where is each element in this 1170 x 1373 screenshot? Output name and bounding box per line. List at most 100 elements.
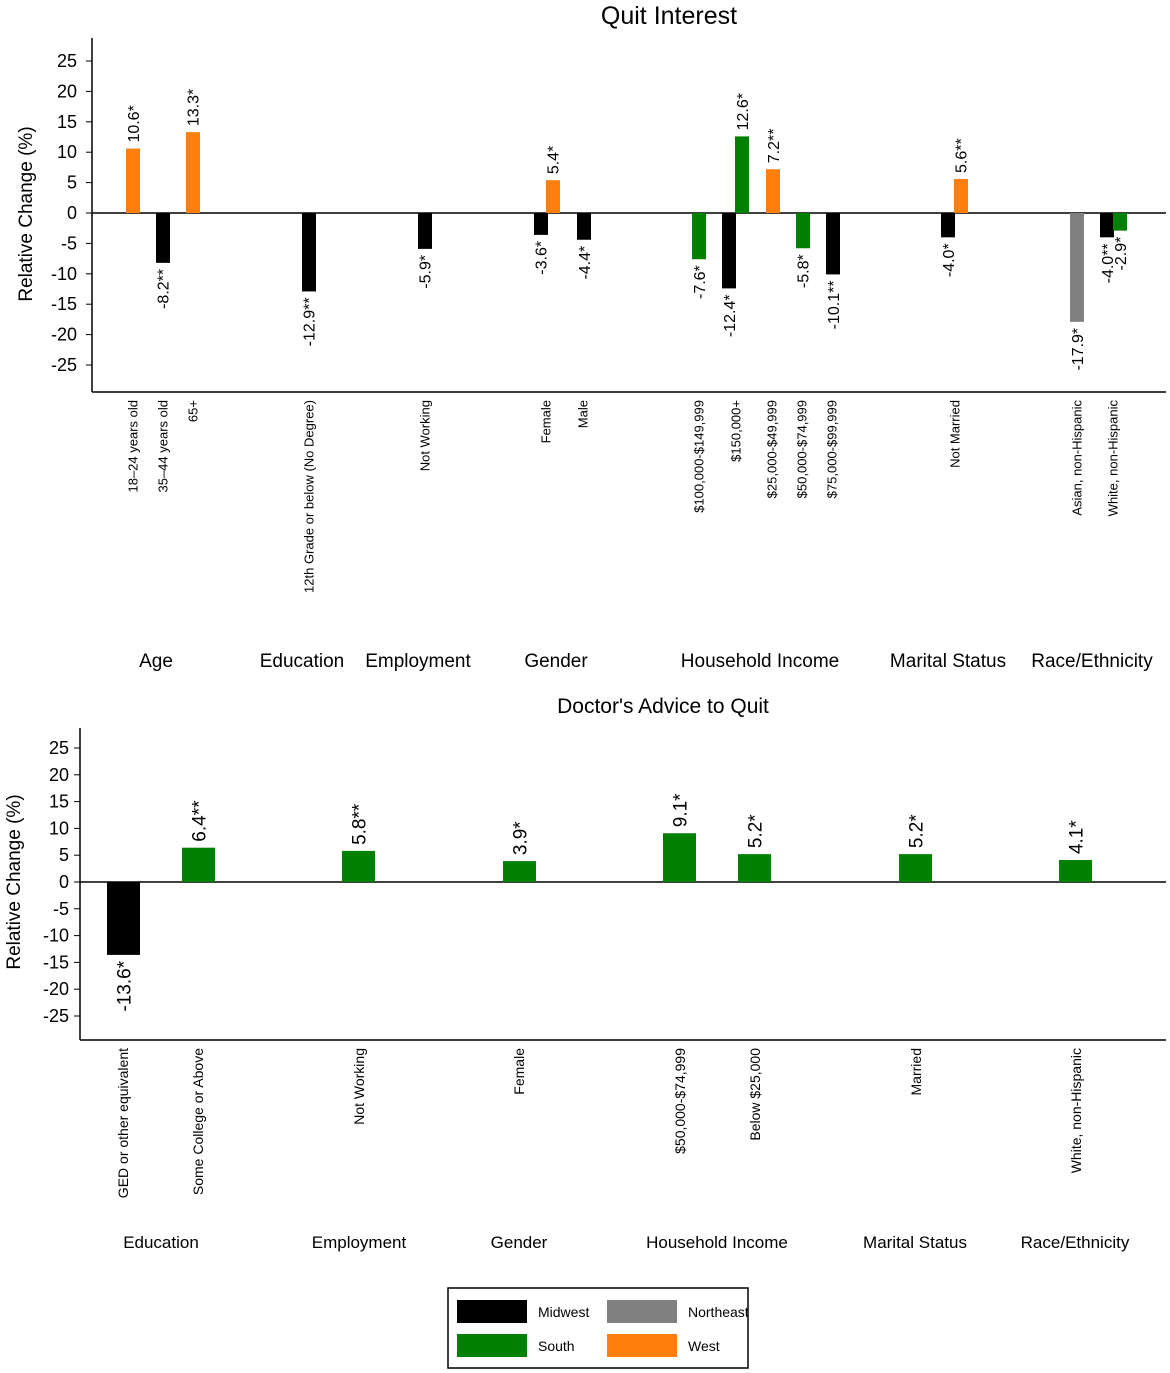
- y-tick-label: -10: [51, 264, 77, 284]
- bar-value-label: -8.2**: [156, 269, 173, 309]
- chart-title: Doctor's Advice to Quit: [557, 695, 769, 718]
- x-tick-label: $150,000+: [729, 400, 744, 462]
- y-axis-label: Relative Change (%): [16, 126, 37, 301]
- bar-value-label: 5.8**: [349, 803, 370, 845]
- group-label: Gender: [524, 651, 588, 672]
- y-tick-label: 20: [57, 81, 77, 101]
- x-tick-label: Married: [908, 1048, 924, 1095]
- bar: [899, 854, 932, 882]
- y-tick-label: -20: [51, 325, 77, 345]
- legend-swatch: [607, 1300, 677, 1323]
- x-tick-label: Not Married: [948, 400, 963, 468]
- y-tick-label: 25: [49, 738, 69, 758]
- y-tick-label: 25: [57, 51, 77, 71]
- bar: [546, 180, 560, 213]
- bar: [577, 213, 591, 240]
- y-tick-label: -20: [43, 979, 69, 999]
- bar: [663, 833, 696, 882]
- legend-swatch: [457, 1300, 527, 1323]
- bar: [302, 213, 316, 292]
- x-tick-label: 65+: [186, 400, 201, 422]
- y-tick-label: 5: [67, 173, 77, 193]
- group-label: Education: [123, 1233, 199, 1252]
- bar-value-label: 5.4*: [546, 146, 563, 174]
- bar-value-label: 7.2**: [766, 129, 783, 164]
- group-label: Marital Status: [863, 1233, 967, 1252]
- bar-value-label: 4.1*: [1066, 820, 1087, 854]
- group-label: Employment: [365, 651, 471, 672]
- bar-value-label: -7.6*: [692, 265, 709, 299]
- y-tick-label: -5: [61, 233, 77, 253]
- x-tick-label: $100,000-$149,999: [692, 400, 707, 513]
- x-tick-label: $75,000-$99,999: [825, 400, 840, 498]
- bar: [1059, 860, 1092, 882]
- bar-value-label: 12.6*: [735, 93, 752, 130]
- legend: Midwest Northeast South West: [447, 1287, 749, 1369]
- chart-title: Quit Interest: [601, 2, 737, 30]
- y-tick-label: 20: [49, 765, 69, 785]
- y-tick-label: -25: [51, 355, 77, 375]
- y-tick-label: 5: [59, 845, 69, 865]
- bar: [534, 213, 548, 235]
- bar: [722, 213, 736, 289]
- x-tick-label: 35–44 years old: [156, 400, 171, 493]
- bar: [126, 148, 140, 213]
- x-tick-label: 12th Grade or below (No Degree): [302, 400, 317, 593]
- bar-value-label: 13.3*: [186, 89, 203, 126]
- y-tick-label: 15: [49, 792, 69, 812]
- group-label: Marital Status: [890, 651, 1006, 672]
- chart-panel-1: Quit Interest 25 20 15 10 5 0 -5 -10 -15 -20 -25 Rel…: [16, 2, 1166, 672]
- group-label: Education: [260, 651, 345, 672]
- y-tick-label: -15: [51, 294, 77, 314]
- bar: [503, 861, 536, 882]
- bar: [954, 178, 968, 213]
- bar-value-label: -10.1**: [826, 280, 843, 329]
- x-tick-label: 18–24 years old: [126, 400, 141, 493]
- x-tick-label: $50,000-$74,999: [672, 1048, 688, 1154]
- x-tick-label: $50,000-$74,999: [795, 400, 810, 498]
- bar-value-label: -17.9*: [1070, 328, 1087, 371]
- bar-value-label: -13.6*: [114, 960, 135, 1011]
- x-tick-label: White, non-Hispanic: [1106, 400, 1121, 517]
- y-tick-label: -15: [43, 952, 69, 972]
- x-tick-label: Female: [539, 400, 554, 443]
- bar-value-label: -4.0**: [1100, 243, 1117, 283]
- y-tick-label: 15: [57, 112, 77, 132]
- bar: [1113, 213, 1127, 231]
- y-tick-label: -10: [43, 926, 69, 946]
- bar-value-label: -4.4*: [577, 246, 594, 280]
- bar: [156, 213, 170, 263]
- bar: [182, 847, 215, 882]
- legend-label: Northeast: [688, 1304, 749, 1320]
- bar: [342, 850, 375, 882]
- bar: [826, 213, 840, 275]
- bar-value-label: -12.9**: [302, 297, 319, 346]
- x-tick-label: GED or other equivalent: [115, 1048, 131, 1198]
- bar: [941, 213, 955, 238]
- y-tick-label: 10: [57, 142, 77, 162]
- bar-value-label: 5.2*: [745, 814, 766, 848]
- bar-value-label: 5.6**: [954, 138, 971, 173]
- x-tick-label: Below $25,000: [747, 1048, 763, 1141]
- x-tick-label: Some College or Above: [190, 1048, 206, 1195]
- x-tick-label: Asian, non-Hispanic: [1070, 400, 1085, 516]
- bar-value-label: 10.6*: [126, 105, 143, 142]
- x-tick-label: Not Working: [351, 1048, 367, 1125]
- bar: [766, 169, 780, 213]
- y-axis-label: Relative Change (%): [4, 794, 25, 969]
- group-label: Gender: [491, 1233, 548, 1252]
- legend-swatch: [607, 1334, 677, 1357]
- bar-value-label: 6.4**: [189, 800, 210, 842]
- y-tick-label: 0: [67, 203, 77, 223]
- bar: [107, 882, 140, 955]
- bar-value-label: -4.0*: [941, 243, 958, 277]
- x-tick-label: $25,000-$49,999: [765, 400, 780, 498]
- legend-label: Midwest: [538, 1304, 589, 1320]
- group-label: Age: [139, 651, 173, 672]
- legend-swatch: [457, 1334, 527, 1357]
- bar: [1070, 213, 1084, 322]
- bar-value-label: 5.2*: [906, 814, 927, 848]
- x-tick-label: Male: [576, 400, 591, 428]
- bar: [796, 213, 810, 249]
